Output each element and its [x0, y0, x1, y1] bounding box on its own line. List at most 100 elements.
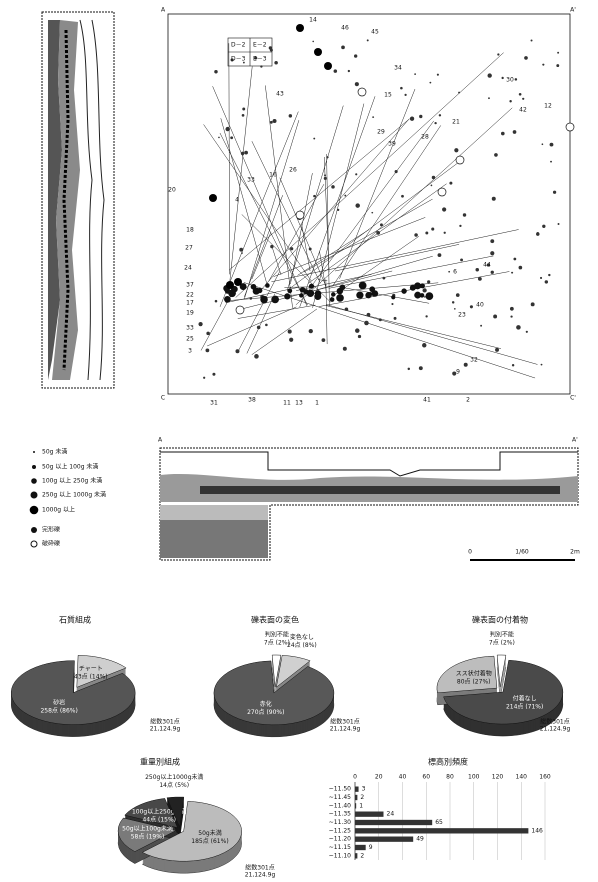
legend-label: 250g 以上 1000g 未満 — [42, 491, 106, 499]
stone — [460, 258, 464, 262]
stone — [409, 116, 415, 121]
slice-label: 判別不能 — [490, 631, 514, 639]
pie-slice — [76, 655, 127, 688]
joint-line — [296, 274, 372, 291]
joint-line — [339, 88, 416, 279]
bar — [355, 828, 529, 834]
chart-title: 礫表面の付着物 — [472, 615, 528, 625]
stone — [407, 367, 411, 371]
stone — [288, 114, 293, 118]
legend-symbol — [31, 478, 37, 484]
plan-label: 18 — [186, 227, 194, 234]
slice-value-label: 24点 (8%) — [287, 641, 317, 649]
stone — [540, 363, 543, 366]
stone — [356, 291, 364, 299]
joint-line — [212, 86, 308, 307]
stone — [513, 257, 517, 261]
joint-line — [265, 85, 293, 308]
stone — [289, 337, 294, 342]
pie-note: 21,124.9g — [540, 726, 571, 733]
stone — [509, 306, 514, 311]
section-mark: C — [161, 395, 165, 402]
stone — [524, 56, 528, 60]
stone-plan: 1446453415304342122921283920331626418272… — [161, 7, 576, 407]
scale-label: 1/60 — [515, 549, 529, 556]
plan-label: 28 — [421, 134, 429, 141]
stone — [419, 114, 423, 119]
stone — [354, 82, 359, 87]
stone — [477, 276, 482, 281]
plan-label: 15 — [384, 92, 392, 99]
stone — [214, 70, 218, 74]
stone — [490, 239, 495, 244]
stone — [308, 247, 312, 251]
stone — [404, 93, 407, 97]
stone — [425, 315, 428, 318]
stone — [431, 227, 435, 231]
stone — [308, 328, 313, 334]
plan-label: 37 — [186, 282, 194, 289]
joint-line — [219, 132, 308, 306]
section-mark: A' — [570, 7, 576, 14]
stone — [240, 151, 245, 156]
stone — [235, 349, 240, 354]
stone — [548, 273, 551, 277]
slice-label: 変色なし — [290, 633, 314, 641]
stone — [495, 347, 499, 352]
plan-label: 12 — [544, 103, 552, 110]
stone — [449, 181, 453, 185]
stone — [541, 143, 544, 146]
stone — [491, 196, 496, 201]
stone — [414, 291, 422, 299]
joint-line — [303, 198, 433, 273]
stone — [306, 289, 315, 298]
joint-line — [301, 224, 311, 272]
pie-note: 総数301点 — [245, 864, 274, 872]
stone — [252, 287, 260, 295]
bar-value-label: 24 — [387, 811, 395, 818]
chart-title: 標高別頻度 — [428, 757, 468, 767]
plan-label: 30 — [506, 77, 514, 84]
broken-stone — [565, 122, 575, 132]
bar — [355, 819, 433, 826]
pie-slice — [275, 655, 311, 688]
stone — [458, 91, 461, 94]
scale-tick: 2m — [570, 549, 580, 556]
stone — [376, 231, 381, 235]
pie-slice — [443, 659, 564, 725]
pie-note: 総数301点 — [330, 718, 359, 726]
pie-slice — [213, 660, 335, 726]
stone — [454, 308, 456, 310]
bar-value-label: 49 — [416, 836, 424, 843]
stone-large — [209, 194, 217, 202]
stone — [260, 65, 263, 68]
stone — [242, 61, 245, 64]
plan-label: 11 — [283, 400, 291, 407]
stone — [339, 284, 346, 291]
stone-large — [296, 24, 304, 32]
stone — [490, 270, 494, 274]
section-layer — [160, 520, 268, 558]
stone — [369, 286, 376, 293]
y-tick-label: ~11.10 — [329, 852, 351, 859]
stone — [358, 281, 367, 290]
joint-line — [273, 217, 426, 277]
stone — [218, 136, 220, 139]
stone — [254, 56, 258, 60]
stone — [536, 232, 540, 236]
stone — [268, 46, 273, 50]
plan-label: 38 — [248, 397, 256, 404]
stone — [539, 276, 543, 280]
pie-slice — [10, 660, 136, 725]
stone — [400, 86, 403, 90]
plan-label: 22 — [186, 292, 194, 299]
stone — [454, 148, 459, 153]
stone — [313, 137, 316, 140]
plan-label: 33 — [186, 325, 194, 332]
joint-line — [310, 255, 433, 292]
stone — [329, 297, 335, 302]
grid-label: D－2 — [231, 42, 246, 49]
plan-label: 9 — [456, 369, 460, 376]
stone — [475, 268, 479, 272]
